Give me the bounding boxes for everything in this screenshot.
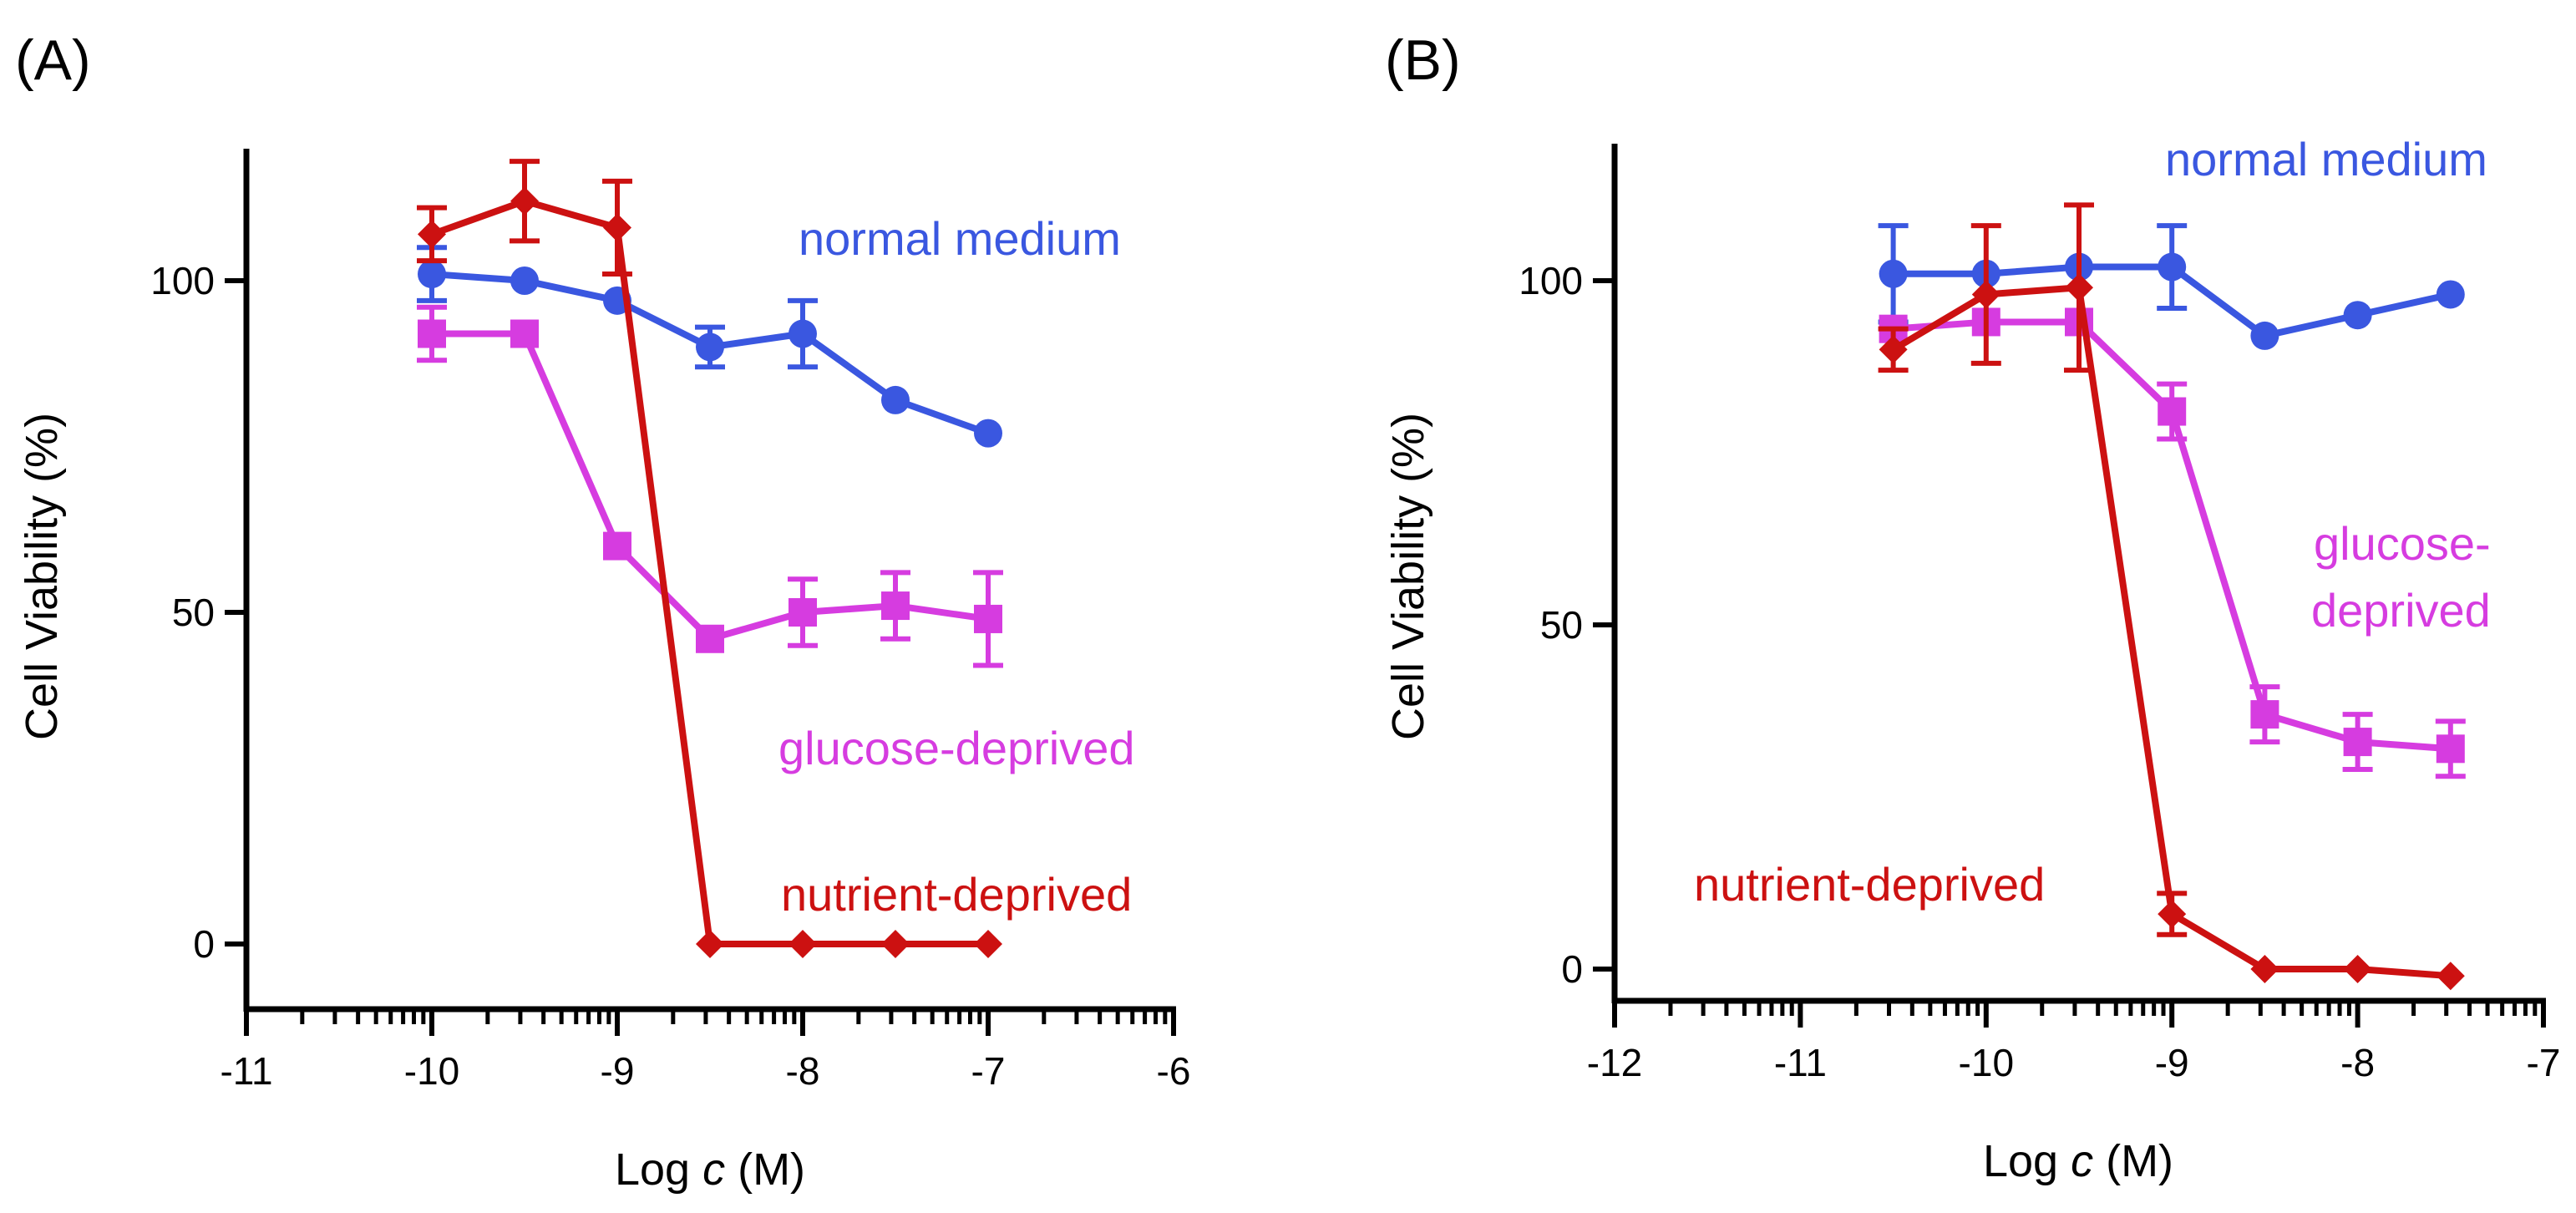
data-point <box>881 385 910 414</box>
series-label-line: nutrient-deprived <box>1694 858 2045 911</box>
data-point <box>789 930 817 958</box>
data-point <box>1879 259 1908 288</box>
series-glucose-deprived: glucose-deprived <box>417 304 1134 774</box>
data-point <box>510 319 539 348</box>
data-point <box>1879 335 1908 364</box>
data-point <box>696 624 724 653</box>
data-point <box>2065 273 2093 302</box>
series-label-line: nutrient-deprived <box>781 868 1132 921</box>
y-tick-label: 100 <box>150 259 215 302</box>
x-axis-title-prefix: Log <box>1983 1136 2071 1186</box>
x-tick-label: -6 <box>1157 1049 1191 1093</box>
data-point <box>2158 397 2187 426</box>
series-label: nutrient-deprived <box>781 868 1132 921</box>
series-glucose-deprived: glucose-deprived <box>1879 307 2491 779</box>
x-tick-label: -10 <box>1959 1041 2014 1084</box>
x-axis-title-prefix: Log <box>615 1144 702 1195</box>
y-tick-label: 0 <box>1561 947 1583 991</box>
x-tick-label: -11 <box>1774 1041 1827 1084</box>
panel-a: (A) 0 50 100 -11 -10 -9 -8 -7 -6 Cell Viability (%… <box>15 28 1190 1195</box>
data-point <box>696 332 724 362</box>
series-normal-medium: normal medium <box>417 212 1121 448</box>
x-axis-title-unit: (M) <box>2093 1136 2173 1186</box>
data-point <box>2158 900 2187 929</box>
data-point <box>974 604 1002 633</box>
data-point <box>881 591 910 621</box>
series-label-line: deprived <box>2311 584 2491 637</box>
x-tick-label: -10 <box>404 1049 459 1093</box>
data-point <box>510 186 539 216</box>
y-tick-label: 100 <box>1519 259 1583 302</box>
y-axis-title: Cell Viability (%) <box>17 413 67 740</box>
panel-label: (B) <box>1385 28 1461 92</box>
series-normal-medium: normal medium <box>1878 133 2487 350</box>
data-point <box>974 930 1002 958</box>
x-tick-label: -8 <box>786 1049 820 1093</box>
data-point <box>2250 700 2279 729</box>
data-point <box>418 220 446 249</box>
data-point <box>418 260 446 289</box>
x-axis-title: Log c (M) <box>615 1144 805 1195</box>
x-axis-title: Log c (M) <box>1983 1136 2173 1186</box>
data-point <box>603 213 631 242</box>
x-tick-label: -9 <box>601 1049 635 1093</box>
series-nutrient-deprived: nutrient-deprived <box>1694 202 2465 991</box>
series-label: glucose-deprived <box>778 722 1134 774</box>
data-point <box>696 930 724 958</box>
data-point <box>2436 280 2465 309</box>
data-point <box>1971 280 2000 309</box>
y-tick-label: 50 <box>172 591 215 634</box>
data-point <box>2343 955 2372 983</box>
data-point <box>2436 734 2465 764</box>
x-tick-label: -7 <box>971 1049 1006 1093</box>
data-point <box>418 319 446 348</box>
series-nutrient-deprived: nutrient-deprived <box>417 159 1132 958</box>
data-point <box>881 930 910 958</box>
series-label-line: glucose-deprived <box>778 722 1134 774</box>
data-point <box>2436 962 2465 991</box>
data-point <box>2343 301 2372 330</box>
data-point <box>603 531 631 561</box>
panel-b: (B) 0 50 100 -12 -11 -10 -9 -8 -7 Cell Viability (… <box>1383 28 2560 1186</box>
data-point <box>510 266 539 295</box>
data-point <box>789 319 817 348</box>
series-label-line: normal medium <box>2165 133 2487 185</box>
data-point <box>2343 728 2372 757</box>
x-tick-label: -9 <box>2155 1041 2189 1084</box>
x-axis-title-variable: c <box>702 1144 725 1195</box>
data-point <box>974 419 1002 448</box>
x-tick-label: -11 <box>220 1049 272 1093</box>
series-label: normal medium <box>2165 133 2487 185</box>
series-label: glucose-deprived <box>2311 517 2491 637</box>
x-tick-label: -12 <box>1587 1041 1642 1084</box>
data-point <box>789 598 817 627</box>
y-tick-label: 0 <box>193 922 215 966</box>
x-axis-title-unit: (M) <box>725 1144 805 1195</box>
series-label-line: normal medium <box>799 212 1121 265</box>
data-point <box>2158 252 2187 282</box>
x-tick-label: -8 <box>2340 1041 2375 1084</box>
y-axis-title: Cell Viability (%) <box>1383 413 1433 740</box>
x-tick-label: -7 <box>2527 1041 2561 1084</box>
series-label: nutrient-deprived <box>1694 858 2045 911</box>
series-label: normal medium <box>799 212 1121 265</box>
data-point <box>2250 955 2279 983</box>
y-tick-label: 50 <box>1540 603 1583 647</box>
data-point <box>2250 321 2279 350</box>
x-axis-title-variable: c <box>2071 1136 2093 1186</box>
panel-label: (A) <box>15 28 91 92</box>
series-label-line: glucose- <box>2314 517 2491 570</box>
